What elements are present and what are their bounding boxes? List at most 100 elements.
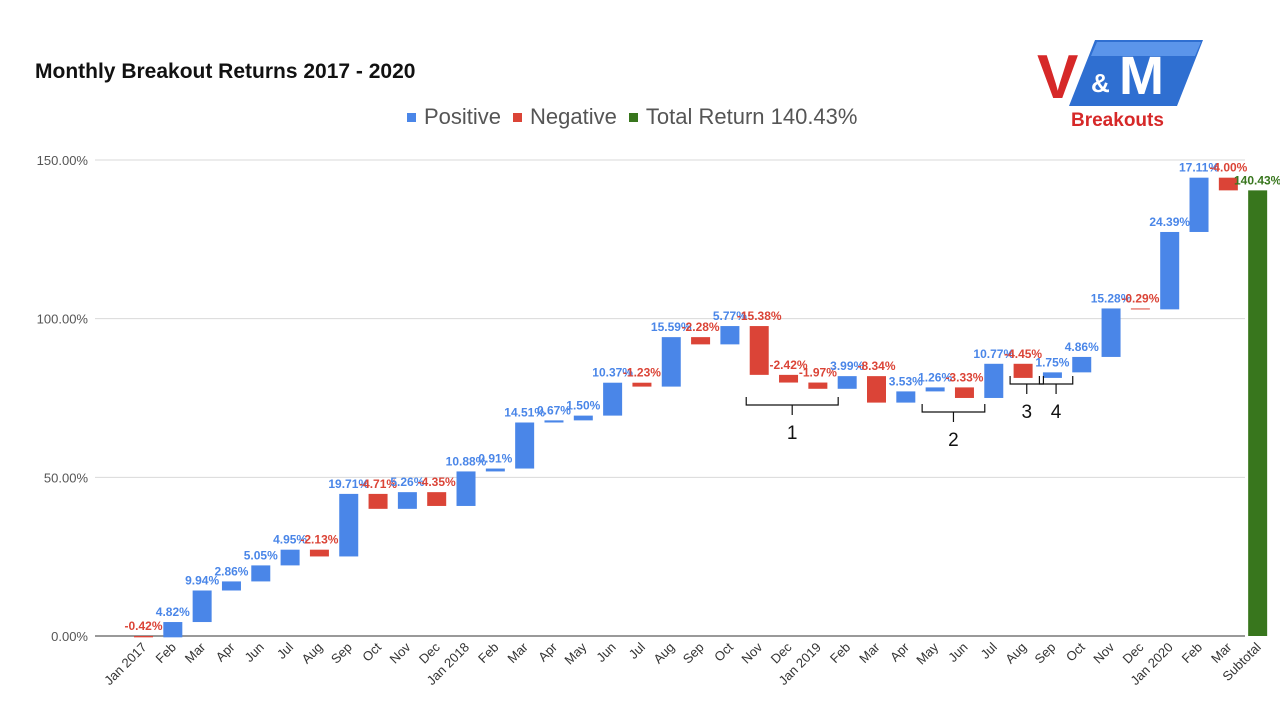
vm-breakouts-logo: V & M Breakouts [1037, 40, 1203, 131]
bar [134, 636, 153, 638]
x-tick-label: Aug [650, 640, 677, 667]
data-label: 15.59% [651, 320, 692, 334]
x-tick-label: Jun [593, 640, 618, 665]
y-tick-label: 150.00% [37, 153, 89, 168]
bar [1072, 356, 1092, 373]
x-tick-label: Feb [152, 640, 178, 666]
data-label: 17.11% [1179, 161, 1219, 175]
bar [1101, 308, 1121, 357]
bar [720, 326, 740, 345]
bar [1042, 372, 1062, 378]
data-label: 4.82% [156, 605, 190, 619]
x-tick-label: Apr [213, 639, 238, 664]
legend-label-positive: Positive [424, 104, 502, 129]
data-label: 0.91% [478, 452, 512, 466]
bar [573, 415, 593, 421]
data-label: 10.37% [592, 366, 633, 380]
bar [1218, 177, 1238, 191]
data-label: 10.77% [973, 347, 1014, 361]
bar [661, 337, 681, 387]
x-tick-label: Oct [711, 639, 736, 664]
bar [1160, 231, 1180, 310]
data-label: -4.35% [418, 475, 456, 489]
x-tick-label: Jul [626, 639, 648, 661]
y-tick-labels: 0.00% 50.00% 100.00% 150.00% [37, 153, 89, 644]
bar [485, 468, 505, 472]
bar [808, 382, 828, 389]
bar [221, 581, 241, 591]
x-tick-label: Apr [535, 639, 560, 664]
data-label: 3.99% [830, 359, 864, 373]
x-tick-label: Jul [978, 639, 1000, 661]
chart-legend: Positive Negative Total Return 140.43% [407, 104, 857, 130]
data-label: 5.05% [244, 548, 278, 562]
annotation-bracket [1038, 376, 1074, 394]
annotation-label: 3 [1021, 402, 1032, 423]
data-label: 0.67% [537, 403, 571, 417]
annotation-label: 2 [948, 430, 959, 451]
bar [779, 374, 799, 383]
x-tick-label: Jul [274, 639, 296, 661]
data-label: 14.51% [504, 405, 545, 419]
x-tick-label: Feb [1179, 640, 1205, 666]
bar [603, 382, 623, 416]
bar [1013, 363, 1033, 378]
logo-word-breakouts: Breakouts [1071, 110, 1164, 131]
data-label: 2.86% [214, 564, 248, 578]
x-tick-label: Sep [1032, 640, 1059, 667]
data-label: -2.28% [682, 320, 720, 334]
data-label: 5.77% [713, 309, 747, 323]
data-label: 4.95% [273, 533, 307, 547]
data-label: -4.71% [359, 477, 397, 491]
x-tick-label: Mar [182, 639, 209, 666]
bar [691, 337, 711, 345]
data-label: 3.53% [889, 374, 923, 388]
data-label: 1.50% [566, 399, 600, 413]
data-label: 1.26% [918, 370, 952, 384]
x-tick-label: May [561, 639, 589, 667]
data-label: 4.86% [1065, 340, 1099, 354]
logo-letter-v: V [1037, 43, 1078, 112]
x-tick-label: Aug [299, 640, 326, 667]
logo-ampersand: & [1091, 68, 1110, 98]
bar [1189, 177, 1209, 232]
data-label: 15.28% [1091, 291, 1132, 305]
bar [280, 549, 300, 566]
x-tick-label: Nov [1090, 639, 1117, 666]
bar [515, 422, 535, 469]
data-label: 10.88% [446, 454, 487, 468]
x-tick-label: Feb [475, 640, 501, 666]
data-label: -2.42% [770, 358, 808, 372]
x-tick-label: May [913, 639, 941, 667]
data-label: -4.00% [1209, 161, 1247, 175]
bar [544, 420, 564, 423]
data-label: 1.75% [1035, 355, 1069, 369]
legend-item-positive: Positive [407, 104, 501, 130]
legend-label-negative: Negative [530, 104, 617, 129]
x-tick-label: Oct [359, 639, 384, 664]
y-tick-label: 0.00% [51, 629, 88, 644]
data-label: -1.23% [623, 366, 661, 380]
x-tick-label: Nov [387, 639, 414, 666]
y-tick-label: 50.00% [44, 470, 89, 485]
legend-swatch-negative [513, 112, 523, 122]
data-label: -15.38% [737, 309, 782, 323]
bar [309, 549, 329, 557]
bar [397, 492, 417, 509]
grid-lines [95, 159, 1245, 637]
data-label: 24.39% [1149, 215, 1190, 229]
legend-item-negative: Negative [513, 104, 617, 130]
data-label: 9.94% [185, 573, 219, 587]
bar [456, 471, 476, 506]
data-label: 140.43% [1234, 173, 1280, 187]
x-tick-label: Apr [887, 639, 912, 664]
data-label: 5.26% [390, 475, 424, 489]
x-tick-label: Jun [241, 640, 266, 665]
x-tick-label: Feb [827, 640, 853, 666]
x-tick-labels: Jan 2017 Feb Mar Apr Jun Jul Aug Sep Oct Nov DecJa… [101, 639, 1264, 688]
legend-swatch-total [628, 112, 638, 122]
bar [984, 363, 1004, 398]
bar [368, 493, 388, 509]
bar [837, 376, 857, 389]
bar [427, 492, 447, 506]
